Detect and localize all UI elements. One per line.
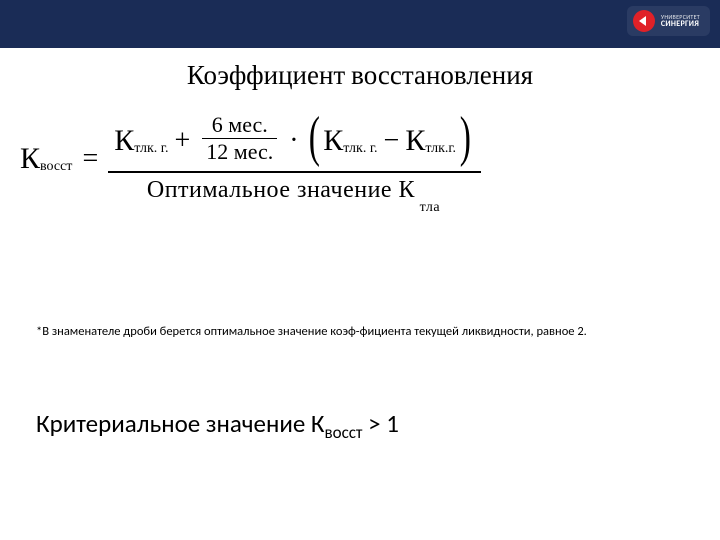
months-num: 6 мес.: [208, 112, 272, 138]
formula: К восст = К тлк. г. + 6 мес. 12 мес. ·: [20, 110, 700, 208]
footnote: *В знаменателе дроби берется оптимальное…: [36, 324, 686, 339]
den-trail-sub: тла: [420, 200, 440, 215]
criterion-suffix: > 1: [363, 408, 399, 439]
num-term1-K: К: [114, 124, 134, 158]
logo-line2: СИНЕРГИЯ: [661, 20, 700, 28]
months-fraction: 6 мес. 12 мес.: [202, 112, 277, 165]
num-term1-sub: тлк. г.: [134, 141, 168, 157]
lhs-sub: восст: [40, 159, 72, 175]
criterion-sub: восст: [325, 422, 363, 443]
den-text: Оптимальное значение К: [147, 177, 415, 203]
logo-pill: УНИВЕРСИТЕТ СИНЕРГИЯ: [627, 6, 710, 36]
header-bar: УНИВЕРСИТЕТ СИНЕРГИЯ: [0, 0, 720, 48]
logo-text: УНИВЕРСИТЕТ СИНЕРГИЯ: [661, 14, 700, 28]
lhs-K: К: [20, 142, 40, 176]
dot: ·: [289, 125, 298, 157]
minus: −: [384, 125, 400, 157]
criterion: Критериальное значение Квосст > 1: [36, 408, 399, 443]
numerator: К тлк. г. + 6 мес. 12 мес. · ( К тлк. г.…: [108, 110, 480, 171]
months-den: 12 мес.: [202, 139, 277, 165]
equals: =: [82, 143, 98, 175]
criterion-prefix: Критериальное значение К: [36, 408, 325, 439]
denominator: Оптимальное значение К тла: [141, 173, 448, 208]
logo-circle-icon: [633, 10, 655, 32]
plus: +: [174, 125, 190, 157]
slide: УНИВЕРСИТЕТ СИНЕРГИЯ Коэффициент восстан…: [0, 0, 720, 540]
num-term2-sub: тлк. г.: [343, 141, 377, 157]
main-fraction: К тлк. г. + 6 мес. 12 мес. · ( К тлк. г.…: [108, 110, 480, 208]
num-term2-K: К: [323, 124, 343, 158]
slide-title: Коэффициент восстановления: [0, 60, 720, 91]
logo-line1: УНИВЕРСИТЕТ: [661, 14, 700, 20]
num-term3-sub: тлк.г.: [425, 141, 456, 157]
chevron-left-icon: [639, 16, 646, 26]
num-term3-K: К: [405, 124, 425, 158]
